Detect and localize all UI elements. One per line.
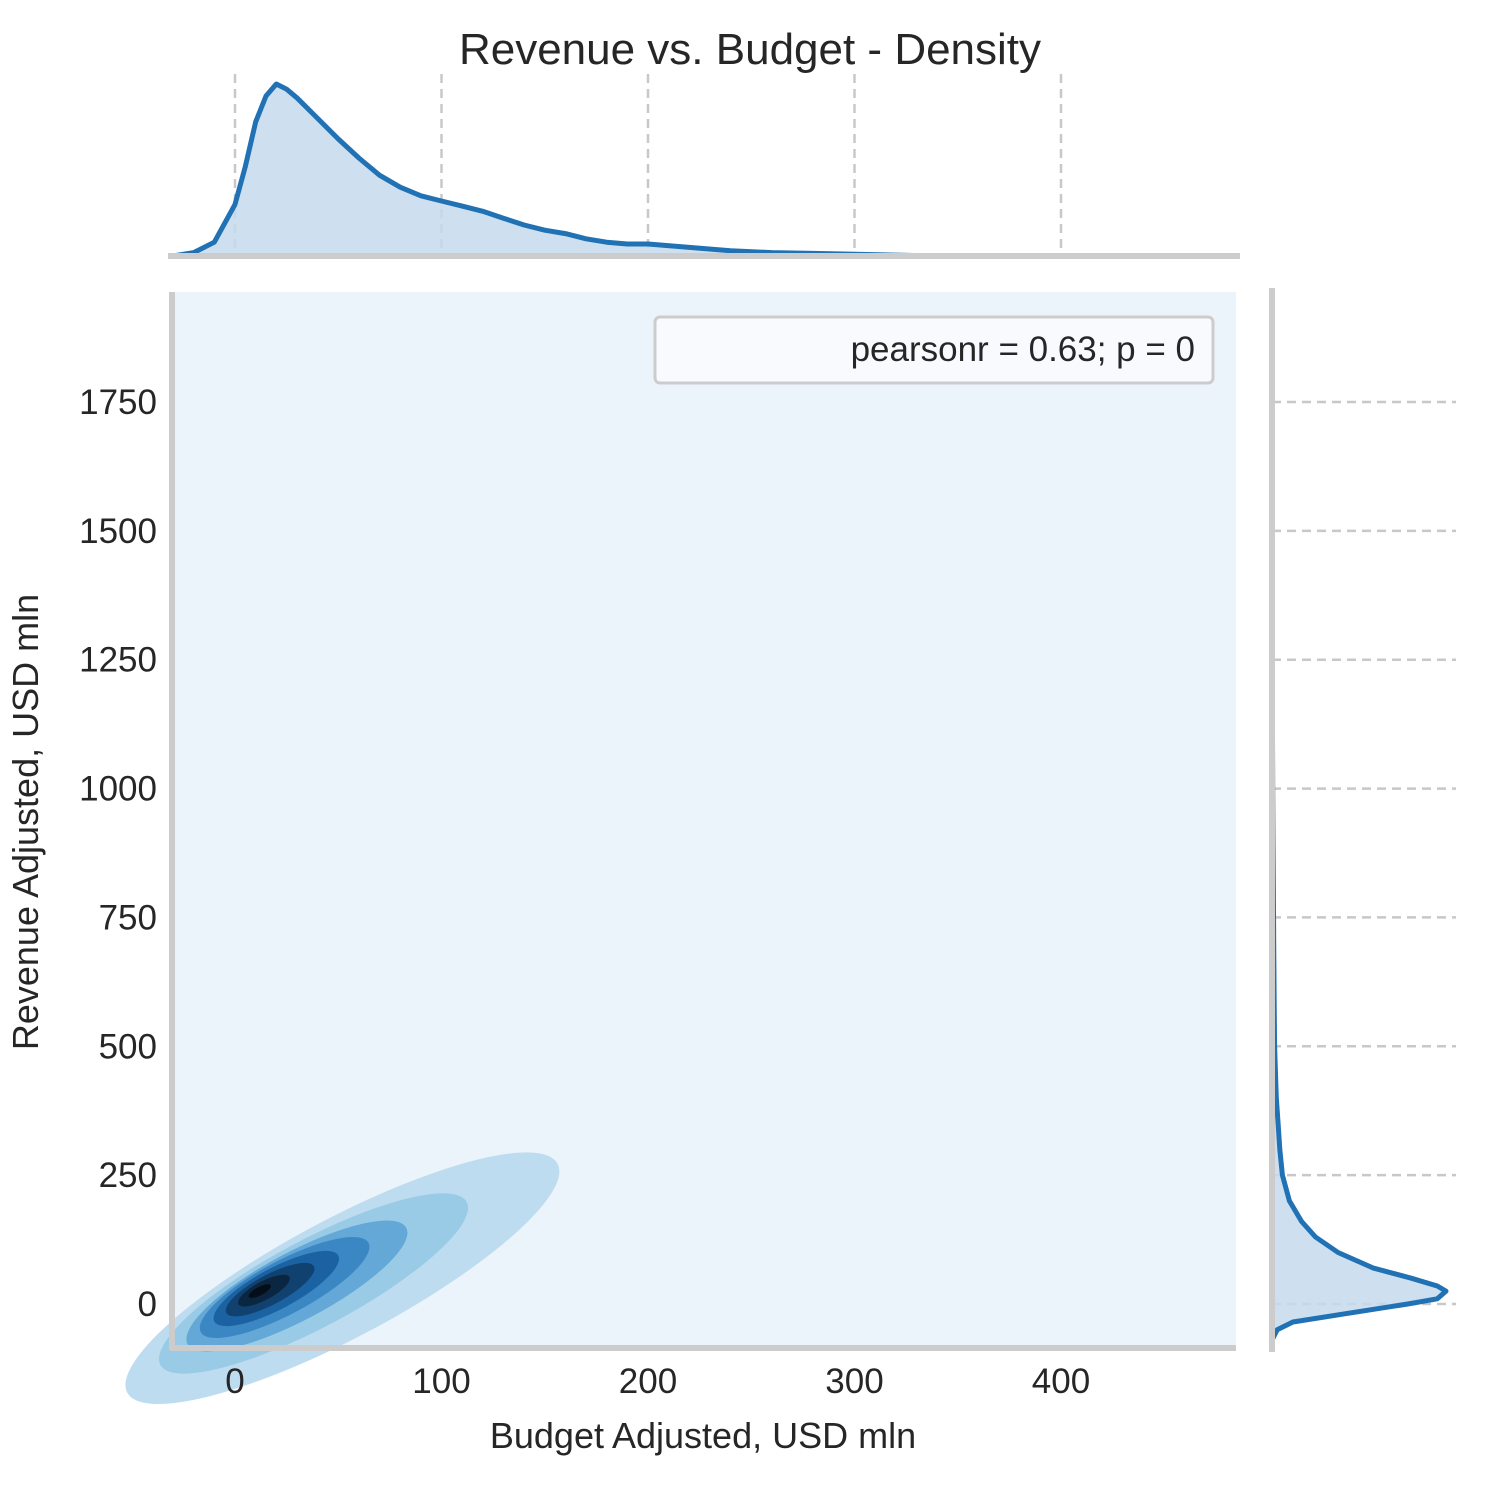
y-tick-label: 250 bbox=[99, 1156, 157, 1195]
x-marginal-density-line bbox=[172, 81, 938, 259]
y-tick-label: 500 bbox=[99, 1027, 157, 1066]
annotation-box: pearsonr = 0.63; p = 0 bbox=[653, 315, 1215, 385]
kde-contour-level-8 bbox=[248, 1284, 271, 1298]
annotation-frame bbox=[653, 315, 1215, 385]
x-tick-label: 200 bbox=[619, 1362, 677, 1401]
plot-background bbox=[172, 292, 1236, 1348]
chart-title: Revenue vs. Budget - Density bbox=[459, 25, 1041, 74]
joint-plot-panel: 0 100 200 300 400 0 250 500 750 1000 1250 1500 1750 bbox=[79, 292, 1236, 1405]
y-marginal-density-fill bbox=[1272, 633, 1446, 1341]
x-tick-label: 300 bbox=[825, 1362, 883, 1401]
y-tick-label: 1000 bbox=[79, 770, 157, 809]
x-tick-label: 100 bbox=[412, 1362, 470, 1401]
x-tick-label: 0 bbox=[225, 1362, 244, 1401]
y-tick-label: 1500 bbox=[79, 512, 157, 551]
y-tick-label: 1250 bbox=[79, 641, 157, 680]
marginal-x-panel bbox=[168, 74, 1240, 259]
marginal-y-panel bbox=[1269, 288, 1456, 1352]
x-tick-label: 400 bbox=[1032, 1362, 1090, 1401]
y-axis-label: Revenue Adjusted, USD mln bbox=[5, 594, 46, 1050]
y-tick-label: 750 bbox=[99, 898, 157, 937]
x-axis-label: Budget Adjusted, USD mln bbox=[490, 1415, 916, 1456]
annotation-text: pearsonr = 0.63; p = 0 bbox=[851, 330, 1195, 369]
x-marginal-density-fill bbox=[173, 84, 938, 256]
y-tick-label: 0 bbox=[138, 1285, 157, 1324]
y-tick-label: 1750 bbox=[79, 383, 157, 422]
